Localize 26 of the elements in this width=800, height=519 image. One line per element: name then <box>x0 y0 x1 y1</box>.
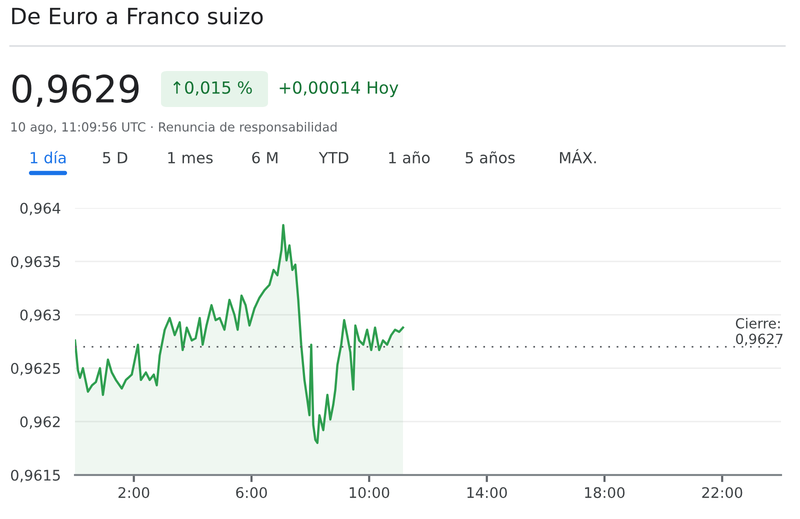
x-tick-label: 14:00 <box>467 487 507 498</box>
x-tick-label: 6:00 <box>236 487 267 498</box>
chart-title: De Euro a Franco suizo <box>12 7 263 24</box>
y-tick-label: 0,9615 <box>11 470 60 482</box>
y-tick-label: 0,963 <box>20 310 60 322</box>
text: MÁX. <box>560 149 596 164</box>
y-tick-label: 0,962 <box>20 416 60 429</box>
text: +0,00014 Hoy <box>280 81 398 98</box>
text: 5 D <box>103 152 128 164</box>
x-tick-label: 18:00 <box>585 487 625 498</box>
x-tick-label: 2:00 <box>118 487 150 498</box>
y-tick-label: 0,9635 <box>11 256 60 269</box>
y-tick-label: 0,964 <box>20 202 60 216</box>
y-tick-label: 0,9625 <box>11 362 60 376</box>
text: 5 años <box>466 151 515 164</box>
text: 10 ago, 11:09:56 UTC · Renuncia de responsabilidad <box>11 122 337 134</box>
x-tick-label: 10:00 <box>350 487 390 498</box>
text: 0,9629 <box>12 74 139 107</box>
text: 1 día <box>30 150 66 164</box>
text: YTD <box>318 152 348 164</box>
text: 1 año <box>389 151 430 164</box>
text: 6 M <box>252 152 278 164</box>
text: 1 mes <box>168 152 213 164</box>
x-tick-label: 22:00 <box>702 487 742 498</box>
ref-line-label: Cierre: 0,9627 <box>736 318 783 346</box>
text: ↑0,015 % <box>173 81 252 96</box>
